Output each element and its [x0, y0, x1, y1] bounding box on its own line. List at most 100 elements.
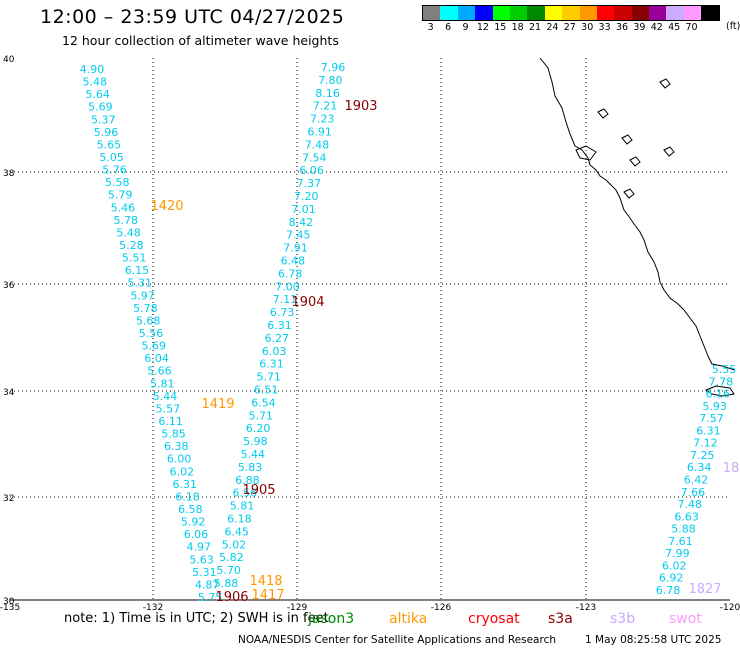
lon-tick-label: -129	[287, 603, 308, 613]
legend-label: 27	[563, 22, 576, 33]
wave-height-value: 5.48	[116, 226, 141, 239]
wave-height-value: 6.16	[706, 388, 731, 401]
wave-height-value: 7.45	[286, 229, 311, 242]
wave-height-value: 5.81	[150, 377, 175, 390]
wave-height-value: 6.11	[158, 415, 183, 428]
wave-height-value: 5.31	[192, 566, 217, 579]
wave-height-value: 7.78	[709, 375, 734, 388]
wave-height-value: 5.57	[156, 402, 181, 415]
lake-outline	[597, 108, 609, 119]
wave-height-value: 4.90	[80, 63, 105, 76]
bay-outline	[575, 145, 597, 161]
lake-outline	[623, 188, 635, 199]
wave-height-value: 5.71	[257, 371, 282, 384]
wave-height-value: 6.51	[254, 384, 279, 397]
wave-height-value: 7.96	[321, 61, 346, 74]
legend-label	[700, 22, 717, 33]
wave-height-value: 5.28	[119, 239, 144, 252]
wave-height-value: 5.88	[671, 523, 696, 536]
wave-height-value: 6.31	[259, 358, 284, 371]
wave-height-value: 5.85	[161, 428, 186, 441]
wave-height-value: 5.70	[216, 564, 241, 577]
wave-height-value: 4.97	[187, 541, 212, 554]
wave-height-value: 7.37	[297, 177, 322, 190]
legend-swatch	[701, 6, 719, 20]
legend-label: 30	[581, 22, 594, 33]
lat-tick-label: 32	[3, 494, 14, 504]
wave-height-value: 5.51	[122, 252, 147, 265]
legend-swatch	[666, 6, 684, 20]
wave-height-value: 7.11	[273, 293, 298, 306]
footnote: note: 1) Time is in UTC; 2) SWH is in fe…	[64, 611, 329, 626]
wave-height-value: 5.69	[88, 101, 113, 114]
wave-height-value: 6.18	[175, 490, 200, 503]
wave-height-value: 7.48	[305, 138, 330, 151]
wave-height-value: 6.45	[224, 525, 249, 538]
satellite-swot: swot	[669, 611, 702, 627]
wave-height-value: 5.78	[113, 214, 138, 227]
lake-outline	[659, 78, 671, 89]
legend-label: 24	[546, 22, 559, 33]
legend-label: 18	[511, 22, 524, 33]
lake-outline	[621, 134, 633, 145]
lon-tick-label: -126	[431, 603, 452, 613]
pass-time-label: 1420	[150, 199, 183, 214]
wave-height-value: 6.03	[262, 345, 287, 358]
wave-height-value: 6.56	[232, 487, 257, 500]
lat-tick-label: 34	[3, 388, 15, 398]
lon-tick-label: -132	[143, 603, 163, 613]
legend-label: 12	[476, 22, 489, 33]
legend-swatch	[492, 6, 510, 20]
legend-swatch	[596, 6, 615, 20]
wave-height-value: 5.65	[97, 138, 122, 151]
border-outline	[704, 385, 735, 397]
legend-swatch	[544, 6, 563, 20]
legend-swatch	[614, 6, 632, 20]
legend-swatch	[509, 6, 528, 20]
lon-tick-label: -135	[0, 603, 20, 613]
wave-height-value: 5.71	[249, 409, 274, 422]
wave-height-value: 6.91	[307, 126, 332, 139]
wave-height-value: 6.15	[125, 264, 150, 277]
wave-height-value: 7.25	[690, 449, 715, 462]
satellite-cryosat: cryosat	[468, 611, 520, 627]
wave-height-value: 7.91	[283, 242, 308, 255]
wave-height-value: 7.54	[302, 151, 327, 164]
wave-height-value: 5.75	[198, 591, 223, 604]
wave-height-value: 6.34	[687, 461, 712, 474]
wave-height-value: 6.27	[265, 332, 290, 345]
wave-height-value: 5.66	[147, 365, 172, 378]
credit-line: NOAA/NESDIS Center for Satellite Applica…	[238, 634, 556, 646]
wave-height-value: 6.06	[184, 528, 209, 541]
wave-height-value: 8.16	[315, 87, 340, 100]
generation-timestamp: 1 May 08:25:58 UTC 2025	[585, 634, 722, 646]
wave-height-value: 6.58	[178, 503, 203, 516]
legend-label: 9	[462, 22, 469, 33]
wave-height-value: 6.31	[696, 424, 721, 437]
wave-height-value: 5.05	[99, 151, 124, 164]
page-subtitle: 12 hour collection of altimeter wave hei…	[62, 33, 339, 48]
legend-label: 21	[528, 22, 542, 33]
pass-time-label: 1905	[242, 483, 275, 498]
legend-swatch	[423, 6, 441, 20]
wave-height-value: 6.04	[144, 352, 169, 365]
legend-label: 45	[668, 22, 681, 33]
wave-height-value: 5.92	[181, 516, 206, 529]
wave-height-value: 5.37	[91, 113, 116, 126]
page-title: 12:00 – 23:59 UTC 04/27/2025	[40, 6, 345, 28]
satellite-jason3: jason3	[308, 611, 355, 627]
wave-height-value: 5.68	[136, 314, 161, 327]
wave-height-value: 7.66	[681, 486, 706, 499]
wave-height-value: 6.18	[227, 513, 252, 526]
wave-height-value: 6.38	[164, 440, 189, 453]
wave-height-value: 5.56	[139, 327, 164, 340]
wave-height-value: 5.58	[105, 176, 130, 189]
legend-unit: (ft)	[726, 21, 740, 32]
legend-label: 6	[445, 22, 452, 33]
wave-height-value: 5.98	[243, 435, 268, 448]
pass-time-label: 1417	[251, 588, 284, 603]
satellite-s3a: s3a	[548, 611, 573, 627]
pass-time-label: 1904	[291, 295, 324, 310]
wave-height-value: 6.78	[278, 267, 303, 280]
wave-height-value: 7.12	[693, 437, 718, 450]
